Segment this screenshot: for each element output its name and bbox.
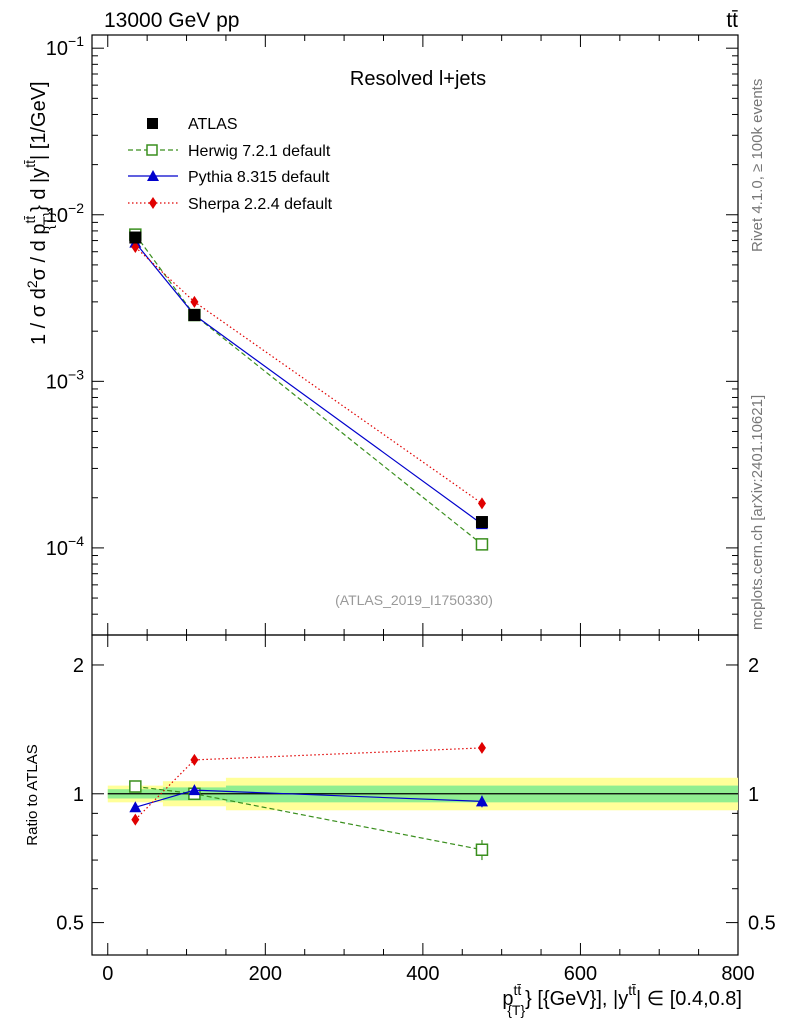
legend-sherpa-label: Sherpa 2.2.4 default [188,196,333,213]
legend: ATLAS Herwig 7.2.1 default Pythia 8.315 … [128,116,333,213]
sherpa-point [131,813,140,826]
sherpa-point [131,241,140,254]
ratio-y-tick-label-right: 0.5 [748,913,776,935]
main-y-tick-label: 10−2 [46,200,84,227]
x-tick-label: 800 [721,963,754,985]
x-tick-label: 0 [102,963,113,985]
legend-herwig-marker [146,144,158,156]
main-series [129,228,489,551]
sherpa-point [477,497,486,510]
legend-pythia-marker [147,170,159,181]
sherpa-line [134,246,483,504]
ratio-uncertainty-bands [107,777,739,811]
rivet-version-label: Rivet 4.1.0, ≥ 100k events [749,79,766,252]
pythia-point [475,795,488,807]
process-label: tt̄ [726,9,738,32]
main-y-tick-label: 10−3 [46,366,84,393]
ratio-axis-ticks: 2 2 1 1 0.5 0.5 0 200 400 600 800 [56,635,776,985]
x-tick-label: 600 [564,963,597,985]
energy-label: 13000 GeV pp [104,9,239,32]
atlas-point [129,231,142,244]
herwig-point [475,538,489,551]
legend-sherpa-marker [149,197,157,209]
herwig-point [475,843,489,856]
pythia-line [134,242,483,525]
ratio-y-tick-label: 1 [73,784,84,806]
sherpa-point [477,741,486,754]
sherpa-point [190,295,199,308]
x-axis-label: ptt̄ {T}} [{GeV}], |ytt̄| ∈ [0.4,0.8] [502,982,742,1018]
analysis-label: (ATLAS_2019_I1750330) [335,592,493,608]
plot-title: Resolved l+jets [350,68,486,90]
legend-atlas-label: ATLAS [188,116,238,133]
pythia-point [129,801,142,813]
legend-herwig-label: Herwig 7.2.1 default [188,143,331,160]
ratio-y-tick-label-right: 1 [748,784,759,806]
main-axis-ticks: 10−1 10−2 10−3 10−4 [46,33,739,636]
atlas-point [188,309,201,322]
ratio-y-tick-label-right: 2 [748,655,759,677]
legend-atlas-marker [147,118,158,129]
ratio-y-tick-label: 0.5 [56,913,84,935]
x-tick-label: 400 [406,963,439,985]
ratio-series [129,741,489,861]
x-tick-label: 200 [249,963,282,985]
main-y-tick-label: 10−1 [46,33,84,60]
legend-pythia-label: Pythia 8.315 default [188,169,330,186]
main-y-tick-label: 10−4 [46,533,84,560]
atlas-point [475,516,488,529]
herwig-point [129,780,142,793]
sherpa-point [190,753,199,766]
mcplots-label: mcplots.cern.ch [arXiv:2401.10621] [749,395,766,630]
ratio-y-tick-label: 2 [73,655,84,677]
pythia-point [188,784,201,796]
herwig-line [134,234,483,545]
ratio-y-axis-label: Ratio to ATLAS [24,744,41,845]
